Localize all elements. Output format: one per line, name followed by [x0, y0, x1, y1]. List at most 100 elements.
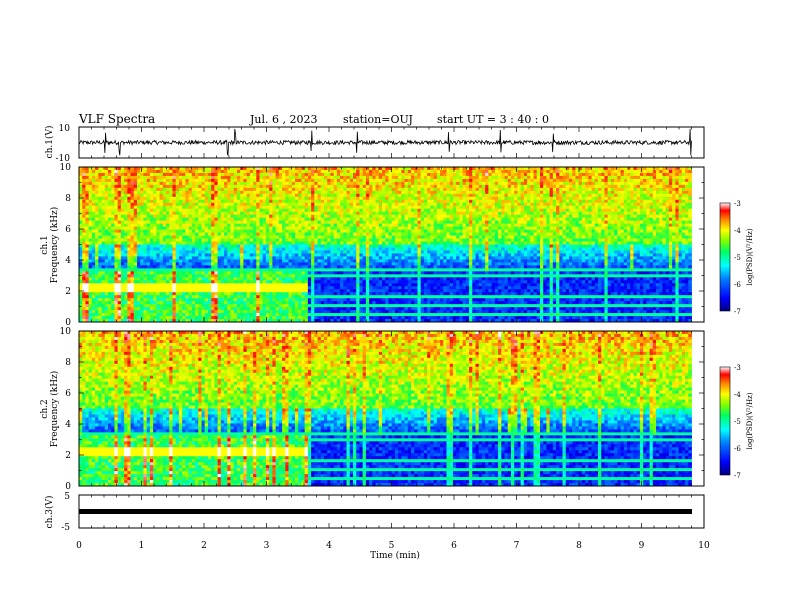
- spectrogram-cell: [185, 170, 189, 173]
- spectrogram-cell: [127, 295, 131, 298]
- spectrogram-cell: [385, 206, 389, 209]
- spectrogram-cell: [382, 307, 386, 310]
- spectrogram-cell: [343, 218, 347, 221]
- spectrogram-cell: [131, 304, 135, 307]
- spectrogram-cell: [324, 215, 328, 218]
- spectrogram-cell: [114, 250, 118, 253]
- spectrogram-cell: [156, 268, 160, 271]
- spectrogram-cell: [202, 268, 206, 271]
- spectrogram-cell: [179, 292, 183, 295]
- spectrogram-cell: [260, 236, 264, 239]
- spectrogram-cell: [308, 167, 312, 170]
- spectrogram-cell: [160, 259, 164, 262]
- spectrogram-cell: [189, 221, 193, 224]
- spectrogram-cell: [127, 197, 131, 200]
- spectrogram-cell: [179, 304, 183, 307]
- spectrogram-cell: [166, 170, 170, 173]
- spectrogram-cell: [363, 170, 367, 173]
- spectrogram-cell: [321, 265, 325, 268]
- spectrogram-cell: [376, 247, 380, 250]
- spectrogram-cell: [169, 200, 173, 203]
- spectrogram-cell: [108, 239, 112, 242]
- spectrogram-cell: [147, 253, 151, 256]
- spectrogram-cell: [305, 253, 309, 256]
- spectrogram-cell: [156, 307, 160, 310]
- spectrogram-cell: [298, 307, 302, 310]
- spectrogram-cell: [202, 173, 206, 176]
- spectrogram-cell: [218, 268, 222, 271]
- spectrogram-cell: [131, 313, 135, 316]
- spectrogram-cell: [266, 286, 270, 289]
- spectrogram-cell: [237, 200, 241, 203]
- spectrogram-cell: [263, 307, 267, 310]
- spectrogram-cell: [376, 230, 380, 233]
- spectrogram-cell: [214, 239, 218, 242]
- spectrogram-cell: [260, 179, 264, 182]
- spectrogram-cell: [253, 268, 257, 271]
- spectrogram-cell: [140, 206, 144, 209]
- spectrogram-cell: [218, 236, 222, 239]
- spectrogram-cell: [224, 221, 228, 224]
- spectrogram-cell: [285, 218, 289, 221]
- spectrogram-cell: [260, 185, 264, 188]
- spectrogram-cell: [102, 206, 106, 209]
- spectrogram-cell: [366, 265, 370, 268]
- spectrogram-cell: [234, 191, 238, 194]
- spectrogram-cell: [292, 301, 296, 304]
- spectrogram-cell: [250, 206, 254, 209]
- spectrogram-cell: [150, 277, 154, 280]
- spectrogram-cell: [298, 203, 302, 206]
- spectrogram-cell: [185, 236, 189, 239]
- spectrogram-cell: [318, 298, 322, 301]
- spectrogram-cell: [137, 253, 141, 256]
- spectrogram-cell: [218, 230, 222, 233]
- spectrogram-cell: [282, 283, 286, 286]
- spectrogram-cell: [240, 286, 244, 289]
- spectrogram-cell: [147, 170, 151, 173]
- spectrogram-cell: [372, 212, 376, 215]
- spectrogram-cell: [308, 221, 312, 224]
- spectrogram-cell: [311, 256, 315, 259]
- spectrogram-cell: [260, 289, 264, 292]
- spectrogram-cell: [150, 262, 154, 265]
- spectrogram-cell: [124, 206, 128, 209]
- spectrogram-cell: [143, 253, 147, 256]
- spectrogram-cell: [221, 292, 225, 295]
- spectrogram-cell: [260, 203, 264, 206]
- spectrogram-cell: [166, 176, 170, 179]
- spectrogram-cell: [185, 262, 189, 265]
- spectrogram-cell: [327, 206, 331, 209]
- spectrogram-cell: [185, 173, 189, 176]
- spectrogram-cell: [353, 262, 357, 265]
- spectrogram-cell: [379, 307, 383, 310]
- spectrogram-cell: [347, 283, 351, 286]
- spectrogram-cell: [202, 209, 206, 212]
- spectrogram-cell: [92, 200, 96, 203]
- spectrogram-cell: [250, 268, 254, 271]
- spectrogram-cell: [134, 292, 138, 295]
- spectrogram-cell: [292, 188, 296, 191]
- spectrogram-cell: [127, 185, 131, 188]
- spectrogram-cell: [202, 191, 206, 194]
- spectrogram-cell: [127, 262, 131, 265]
- spectrogram-cell: [305, 215, 309, 218]
- spectrogram-cell: [356, 176, 360, 179]
- spectrogram-cell: [211, 268, 215, 271]
- spectrogram-cell: [295, 298, 299, 301]
- spectrogram-cell: [140, 265, 144, 268]
- spectrogram-cell: [102, 185, 106, 188]
- spectrogram-cell: [343, 247, 347, 250]
- spectrogram-cell: [266, 191, 270, 194]
- spectrogram-cell: [321, 313, 325, 316]
- spectrogram-cell: [372, 200, 376, 203]
- spectrogram-cell: [385, 182, 389, 185]
- spectrogram-cell: [185, 188, 189, 191]
- spectrogram-cell: [243, 262, 247, 265]
- spectrogram-cell: [260, 253, 264, 256]
- spectrogram-cell: [114, 259, 118, 262]
- spectrogram-cell: [150, 173, 154, 176]
- spectrogram-cell: [298, 301, 302, 304]
- spectrogram-cell: [379, 313, 383, 316]
- spectrogram-cell: [143, 209, 147, 212]
- spectrogram-cell: [272, 259, 276, 262]
